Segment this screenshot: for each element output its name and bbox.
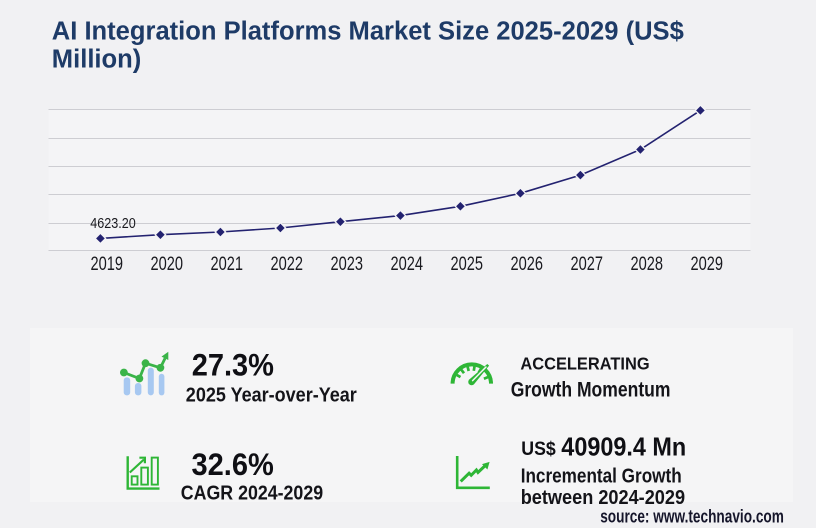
svg-text:2019: 2019 <box>91 254 124 275</box>
svg-text:2028: 2028 <box>631 254 664 275</box>
svg-text:source: www.technavio.com: source: www.technavio.com <box>600 507 784 527</box>
svg-text:AI Integration Platforms Marke: AI Integration Platforms Market Size 202… <box>52 15 684 45</box>
svg-text:2021: 2021 <box>211 254 244 275</box>
svg-text:27.3%: 27.3% <box>192 347 274 383</box>
svg-text:2024: 2024 <box>391 254 424 275</box>
svg-text:2027: 2027 <box>571 254 604 275</box>
svg-text:2023: 2023 <box>331 254 364 275</box>
svg-text:between 2024-2029: between 2024-2029 <box>521 487 685 509</box>
svg-text:2020: 2020 <box>151 254 184 275</box>
svg-text:40909.4 Mn: 40909.4 Mn <box>561 434 686 462</box>
svg-text:Incremental Growth: Incremental Growth <box>521 466 682 488</box>
svg-text:2029: 2029 <box>691 254 724 275</box>
svg-text:2022: 2022 <box>271 254 304 275</box>
svg-text:ACCELERATING: ACCELERATING <box>520 353 649 373</box>
svg-text:Growth Momentum: Growth Momentum <box>511 379 671 402</box>
svg-text:CAGR 2024-2029: CAGR 2024-2029 <box>181 483 323 505</box>
svg-text:2026: 2026 <box>511 254 544 275</box>
svg-text:US$: US$ <box>521 439 556 460</box>
svg-text:4623.20: 4623.20 <box>90 216 136 232</box>
svg-text:2025 Year-over-Year: 2025 Year-over-Year <box>186 384 357 406</box>
svg-text:2025: 2025 <box>451 254 484 275</box>
svg-text:32.6%: 32.6% <box>192 446 274 482</box>
svg-text:Million): Million) <box>52 43 142 73</box>
